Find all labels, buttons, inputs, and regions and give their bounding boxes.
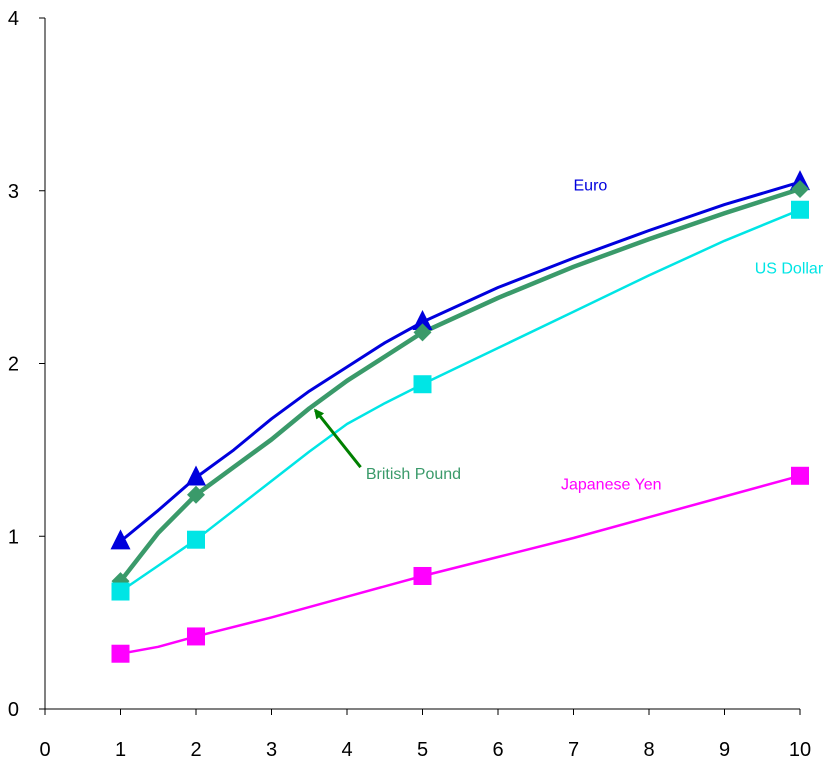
x-tick-label: 1: [115, 739, 126, 761]
annotation-arrow: [314, 408, 362, 469]
x-tick-label: 4: [341, 739, 352, 761]
series-labels: Euro US Dollar British Pound Japanese Yen: [314, 178, 824, 493]
x-tick-label: 8: [643, 739, 654, 761]
y-tick-label: 1: [8, 526, 19, 548]
x-tick-label: 5: [417, 739, 428, 761]
data-point-japanese-yen: [413, 566, 432, 585]
data-point-british-pound: [413, 323, 432, 342]
series-lines: [118, 180, 803, 655]
data-point-us-dollar: [111, 582, 130, 601]
series-label-british-pound: British Pound: [366, 466, 461, 483]
series-label-us-dollar: US Dollar: [755, 260, 824, 277]
data-point-japanese-yen: [791, 466, 809, 485]
series-line-us-dollar: [119, 208, 802, 593]
series-line-euro: [119, 180, 802, 543]
data-point-british-pound: [791, 180, 809, 199]
y-tick-label: 2: [8, 354, 19, 376]
series-label-japanese-yen: Japanese Yen: [561, 476, 662, 493]
x-tick-label: 2: [190, 739, 201, 761]
data-point-japanese-yen: [111, 644, 130, 663]
data-point-euro: [110, 529, 131, 550]
data-point-japanese-yen: [187, 627, 205, 646]
data-point-british-pound: [187, 485, 205, 504]
x-tick-label: 3: [266, 739, 277, 761]
series-line-japanese-yen: [119, 474, 802, 655]
axes: [39, 17, 801, 715]
y-tick-label: 3: [8, 181, 19, 203]
x-tick-label: 7: [568, 739, 579, 761]
data-point-euro: [412, 310, 433, 331]
x-tick-label: 9: [719, 739, 730, 761]
y-tick-label: 0: [8, 699, 19, 721]
x-tick-label: 0: [39, 739, 50, 761]
x-tick-label: 6: [492, 739, 503, 761]
data-point-euro: [186, 465, 206, 486]
series-line-british-pound: [118, 186, 803, 584]
data-point-us-dollar: [187, 530, 205, 549]
series-markers: [110, 170, 810, 663]
data-point-us-dollar: [791, 200, 809, 219]
x-tick-label: 10: [789, 739, 811, 761]
y-tick-label: 4: [8, 8, 19, 30]
series-label-euro: Euro: [574, 178, 608, 195]
tick-labels: 0 1 2 3 4 0 1 2 3 4 5 6 7 8 9 10: [8, 8, 811, 761]
data-point-us-dollar: [413, 375, 432, 394]
